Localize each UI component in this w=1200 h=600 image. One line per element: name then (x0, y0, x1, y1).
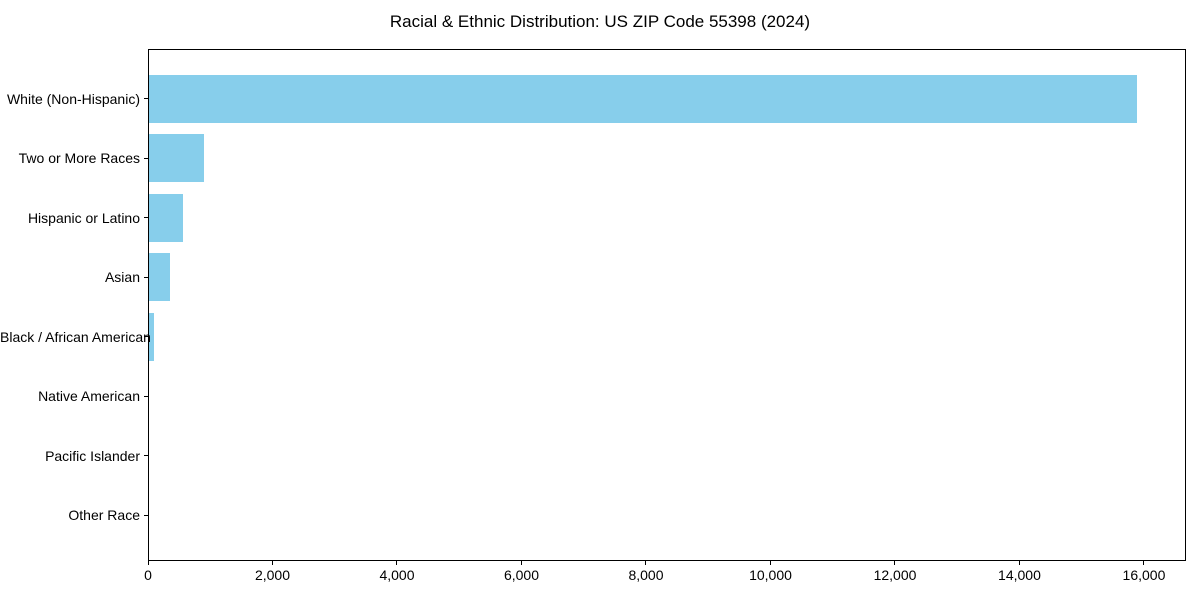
y-tick-mark (144, 98, 148, 99)
x-tick-label: 2,000 (254, 567, 291, 583)
y-tick-mark (144, 276, 148, 278)
x-tick-label: 4,000 (379, 567, 415, 583)
x-tick-label: 14,000 (998, 567, 1041, 583)
y-tick-mark (144, 395, 148, 397)
x-tick-label: 0 (144, 567, 152, 583)
y-tick-label-white-non-hispanic: White (Non-Hispanic) (6, 90, 140, 107)
x-tick-label: 12,000 (873, 567, 917, 583)
x-tick-mark (1018, 561, 1020, 565)
x-tick-mark (396, 561, 398, 565)
x-tick-label: 6,000 (503, 567, 540, 583)
x-tick-mark (894, 561, 896, 565)
bar-asian (149, 253, 171, 301)
y-tick-label-pacific-islander: Pacific Islander (45, 447, 140, 464)
y-tick-mark (144, 336, 148, 337)
bar-black-african-american (149, 312, 155, 361)
x-tick-mark (769, 561, 771, 565)
y-tick-label-asian: Asian (104, 269, 140, 285)
x-tick-mark (520, 561, 522, 565)
chart-title: Racial & Ethnic Distribution: US ZIP Cod… (389, 12, 811, 31)
plot-area (148, 49, 1186, 561)
y-tick-label-hispanic-or-latino: Hispanic or Latino (27, 209, 140, 226)
y-tick-label-two-or-more-races: Two or More Races (18, 150, 140, 166)
y-tick-mark (144, 217, 148, 218)
x-tick-mark (147, 561, 149, 565)
y-tick-label-native-american: Native American (38, 388, 140, 404)
y-tick-mark (144, 514, 148, 516)
bar-hispanic-or-latino (149, 193, 183, 242)
y-tick-mark (144, 455, 148, 456)
x-tick-mark (271, 561, 273, 565)
y-tick-mark (144, 157, 148, 159)
bar-two-or-more-races (149, 134, 205, 182)
bar-white-non-hispanic (149, 74, 1137, 123)
x-tick-label: 10,000 (749, 567, 792, 583)
x-tick-mark (645, 561, 647, 565)
y-tick-label-other-race: Other Race (68, 507, 140, 523)
x-tick-mark (1143, 561, 1145, 565)
x-tick-label: 8,000 (628, 567, 664, 583)
y-tick-label-black-african-american: Black / African American (0, 328, 151, 345)
x-tick-label: 16,000 (1122, 567, 1166, 583)
